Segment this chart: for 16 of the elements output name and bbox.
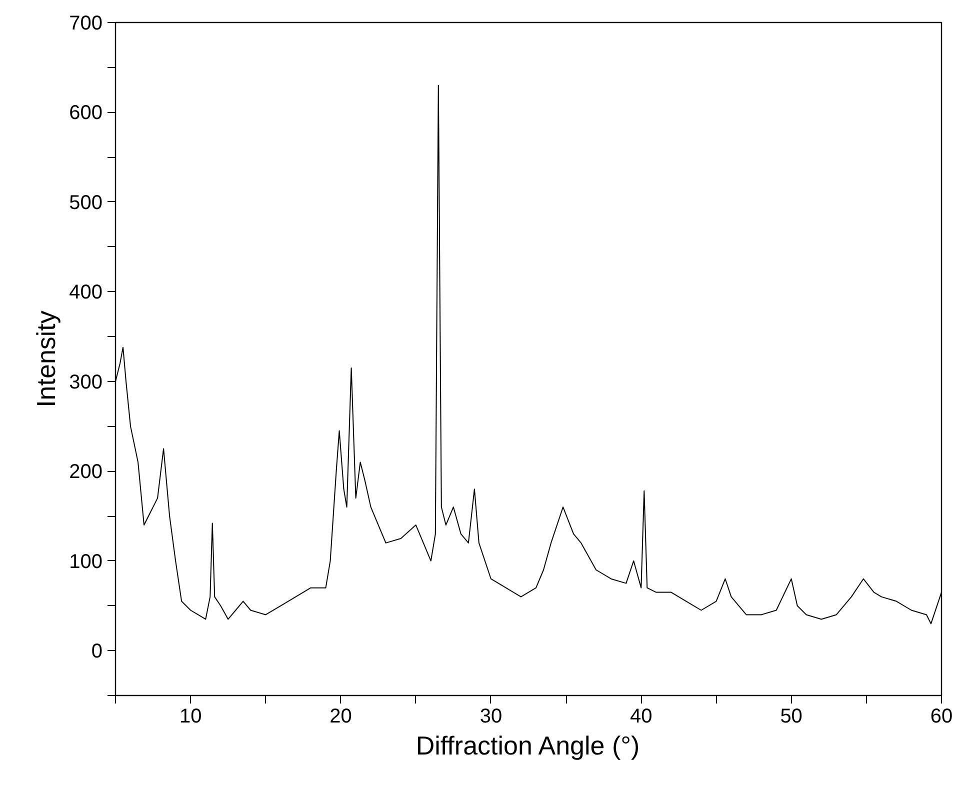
x-tick-label: 20 (330, 706, 352, 728)
y-tick-label: 700 (69, 12, 103, 34)
y-axis-title: Intensity (31, 310, 62, 408)
y-tick-label: 600 (69, 102, 103, 124)
y-tick-label: 0 (91, 640, 102, 663)
x-tick-label: 10 (179, 706, 202, 728)
x-tick-label: 50 (780, 706, 802, 728)
y-tick-label: 100 (69, 550, 103, 573)
y-tick-label: 400 (69, 282, 103, 304)
y-tick-label: 200 (69, 461, 103, 484)
x-tick-label: 60 (930, 706, 953, 728)
x-tick-label: 40 (630, 706, 652, 728)
x-axis-title: Diffraction Angle (°) (416, 730, 640, 760)
y-tick-label: 300 (69, 371, 103, 394)
x-tick-label: 30 (480, 706, 502, 728)
y-tick-label: 500 (69, 192, 103, 214)
